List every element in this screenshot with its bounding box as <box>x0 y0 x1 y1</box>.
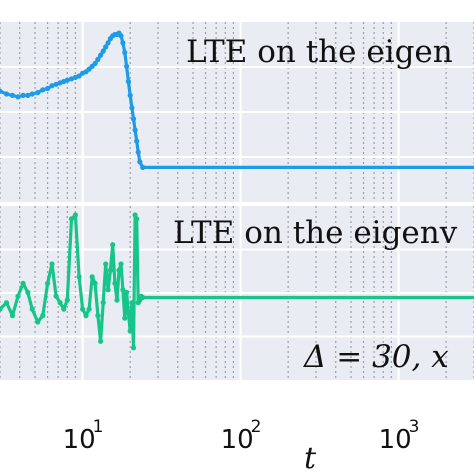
bottom-series-point <box>45 280 51 286</box>
bottom-series-point <box>92 280 98 286</box>
bottom-series-point <box>29 306 35 312</box>
top-series-point <box>76 73 82 79</box>
bottom-series-point <box>89 274 95 280</box>
top-series-point <box>135 149 141 155</box>
x-axis-label: t <box>304 441 317 474</box>
top-series-point <box>129 105 135 111</box>
bottom-series-point <box>57 300 63 306</box>
bottom-series-point <box>116 267 122 273</box>
top-series-point <box>122 49 128 56</box>
x-tick-label: 10 <box>221 425 254 455</box>
bottom-series-point <box>25 289 31 295</box>
bottom-series-point <box>72 212 78 218</box>
top-series-point <box>127 92 133 98</box>
bottom-series-point <box>103 261 109 267</box>
top-series-point <box>95 56 101 63</box>
top-series-point <box>125 78 131 85</box>
bottom-series-point <box>80 306 86 312</box>
bottom-series-point <box>127 328 133 334</box>
top-series-point <box>49 83 55 89</box>
bottom-series-point <box>129 300 135 306</box>
top-series-point <box>40 87 46 93</box>
top-series-point <box>92 60 98 67</box>
bottom-series-point <box>130 345 137 351</box>
bottom-annotation: LTE on the eigenv <box>173 215 458 251</box>
top-series-point <box>105 40 111 46</box>
top-series-point <box>9 92 16 98</box>
top-series-point <box>68 76 75 82</box>
bottom-series-point <box>125 310 131 316</box>
top-series-point <box>53 81 59 87</box>
top-series-point <box>45 85 51 92</box>
top-series-point <box>100 48 106 54</box>
bottom-series-point <box>112 280 118 286</box>
top-annotation: LTE on the eigen <box>186 34 453 70</box>
bottom-series-point <box>20 280 26 286</box>
bottom-series-point <box>9 313 16 319</box>
x-tick-label: 10 <box>63 425 96 455</box>
top-series-point <box>29 91 35 97</box>
bottom-series-point <box>140 294 146 301</box>
bottom-series-point <box>35 319 41 325</box>
x-tick-exponent: 1 <box>93 417 104 437</box>
bottom-series-point <box>83 313 89 319</box>
bottom-series-point <box>107 267 113 273</box>
top-series-point <box>15 94 21 100</box>
bottom-series-point <box>61 306 67 312</box>
bottom-series-point <box>40 313 46 319</box>
bottom-series-point <box>110 242 116 248</box>
bottom-series-point <box>124 289 130 295</box>
top-series-point <box>134 138 140 144</box>
top-series-point <box>103 44 109 50</box>
x-tick-label: 10 <box>379 425 412 455</box>
bottom-series-point <box>98 338 104 344</box>
top-series <box>0 30 474 170</box>
bottom-series-point <box>134 216 140 222</box>
bottom-series-point <box>0 306 3 312</box>
bottom-series-point <box>49 261 55 267</box>
top-series-point <box>130 116 137 122</box>
top-series-point <box>124 63 130 69</box>
bottom-series-point <box>100 300 106 306</box>
x-axis-ticks: 101 102 103 <box>63 417 420 455</box>
top-series-point <box>3 91 10 97</box>
x-tick-exponent: 2 <box>251 417 262 437</box>
bottom-series-point <box>105 287 111 293</box>
top-series-point <box>137 159 143 165</box>
bottom-series-point <box>86 306 92 312</box>
bottom-series-point <box>114 297 120 303</box>
bottom-series-point <box>132 212 138 218</box>
top-panel-grid <box>0 22 474 202</box>
top-series-point <box>120 40 126 46</box>
bottom-annotation-params: Δ = 30, x <box>303 339 449 375</box>
top-series-point <box>25 92 31 98</box>
bottom-series-point <box>64 297 70 303</box>
bottom-series-point <box>76 274 82 280</box>
top-series-point <box>0 88 3 94</box>
x-tick-exponent: 3 <box>409 417 420 437</box>
bottom-series-point <box>95 313 101 319</box>
bottom-series-point <box>15 293 21 299</box>
bottom-series-point <box>122 315 128 321</box>
bottom-series <box>0 212 474 351</box>
top-series-point <box>64 77 70 83</box>
top-series-point <box>140 164 146 170</box>
top-series-point <box>132 127 138 133</box>
top-series-point <box>98 52 104 58</box>
bottom-series-point <box>68 216 75 222</box>
top-series-point <box>118 33 124 39</box>
bottom-series-line <box>0 213 474 350</box>
bottom-series-point <box>118 261 124 267</box>
top-series-point <box>35 90 41 96</box>
top-series-point <box>20 92 26 98</box>
bottom-series-point <box>53 293 59 299</box>
bottom-series-point <box>3 300 10 306</box>
bottom-series-point <box>120 287 126 293</box>
